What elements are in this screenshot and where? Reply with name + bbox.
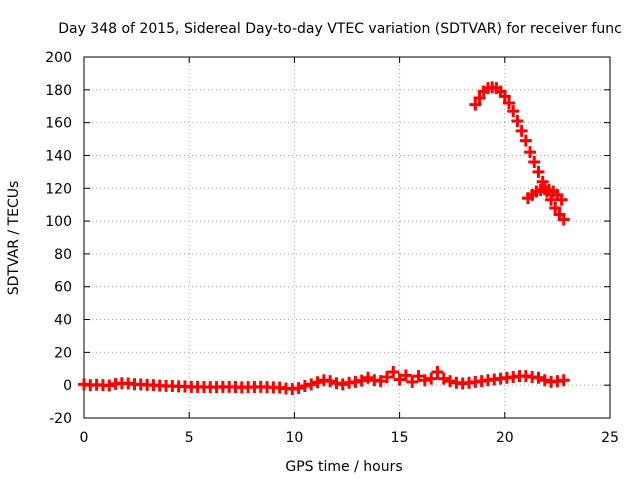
chart-title: Day 348 of 2015, Sidereal Day-to-day VTE… xyxy=(58,21,622,37)
grid xyxy=(84,57,610,418)
y-tick-label: 140 xyxy=(45,148,72,164)
data-point xyxy=(519,134,532,147)
data-point xyxy=(412,370,425,383)
data-point xyxy=(298,380,311,393)
data-point xyxy=(473,92,486,105)
x-tick-label: 25 xyxy=(601,430,619,446)
series-3 xyxy=(521,183,568,206)
data-point xyxy=(507,105,520,118)
data-point xyxy=(311,376,324,389)
data-point xyxy=(103,379,116,392)
data-point xyxy=(362,371,375,384)
y-tick-label: 200 xyxy=(45,50,72,66)
data-point xyxy=(555,193,568,206)
data-point xyxy=(538,374,551,387)
x-tick-label: 10 xyxy=(285,430,303,446)
data-point xyxy=(380,370,393,383)
y-axis-label: SDTVAR / TECUs xyxy=(6,181,22,296)
data-point xyxy=(425,372,438,385)
data-point xyxy=(292,382,305,395)
data-point xyxy=(545,193,558,206)
plot-frame xyxy=(83,56,611,419)
x-tick-label: 0 xyxy=(80,430,89,446)
series-2 xyxy=(469,81,570,226)
data-point xyxy=(498,90,511,103)
x-tick-labels: 0 5 10 15 20 25 xyxy=(80,430,619,446)
data-point xyxy=(549,201,562,214)
data-point xyxy=(393,373,406,386)
y-tick-label: 100 xyxy=(45,214,72,230)
x-tick-label: 20 xyxy=(496,430,514,446)
data-point xyxy=(557,213,570,226)
y-tick-label: 40 xyxy=(54,313,72,329)
data-point xyxy=(444,375,457,388)
data-point xyxy=(418,374,431,387)
data-point xyxy=(399,369,412,382)
data-point xyxy=(336,378,349,391)
data-point xyxy=(532,165,545,178)
y-tick-label: 60 xyxy=(54,280,72,296)
series-1 xyxy=(78,366,570,395)
data-point xyxy=(387,366,400,379)
y-tick-label: 180 xyxy=(45,83,72,99)
data-point xyxy=(524,146,537,159)
data-point xyxy=(355,374,368,387)
data-points xyxy=(78,81,570,395)
data-point xyxy=(536,175,549,188)
data-point xyxy=(406,375,419,388)
data-point xyxy=(469,98,482,111)
data-point xyxy=(528,156,541,169)
data-point xyxy=(511,114,524,127)
data-point xyxy=(503,96,516,109)
y-tick-label: 160 xyxy=(45,116,72,132)
x-tick-label: 15 xyxy=(391,430,409,446)
y-tick-labels: -20 0 20 40 60 80 100 120 140 160 180 200 xyxy=(45,50,72,427)
data-point xyxy=(437,372,450,385)
y-tick-label: 20 xyxy=(54,345,72,361)
data-point xyxy=(557,374,570,387)
y-tick-label: 0 xyxy=(63,378,72,394)
x-tick-label: 5 xyxy=(185,430,194,446)
y-tick-label: -20 xyxy=(49,411,72,427)
y-tick-label: 120 xyxy=(45,181,72,197)
data-point xyxy=(532,371,545,384)
y-tick-label: 80 xyxy=(54,247,72,263)
x-axis-label: GPS time / hours xyxy=(285,459,402,475)
data-point xyxy=(374,375,387,388)
axis-ticks xyxy=(83,56,611,419)
data-point xyxy=(324,375,337,388)
data-point xyxy=(431,366,444,379)
data-point xyxy=(305,378,318,391)
data-point xyxy=(515,124,528,137)
